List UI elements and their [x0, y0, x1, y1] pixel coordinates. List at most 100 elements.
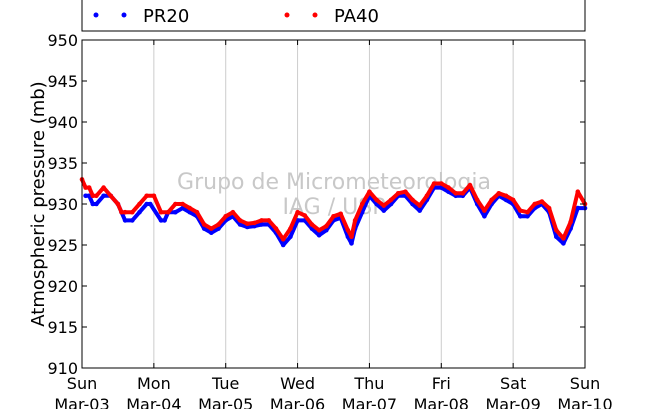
data-point-pr20 [554, 234, 559, 240]
data-point-pa40 [94, 193, 99, 199]
data-point-pa40 [187, 205, 193, 211]
data-point-pa40 [388, 197, 394, 203]
legend-marker-pa40-1 [284, 12, 290, 18]
data-point-pr20 [316, 232, 322, 238]
data-point-pr20 [280, 242, 286, 248]
data-point-pa40 [561, 236, 566, 241]
data-point-pa40 [539, 199, 545, 204]
data-point-pa40 [453, 191, 459, 196]
data-point-pa40 [518, 208, 523, 213]
x-tick-label-day: Fri [432, 374, 451, 393]
x-tick-label-day: Sun [570, 374, 600, 393]
data-point-pa40 [532, 201, 537, 207]
y-tick-label: 915 [47, 318, 78, 337]
data-point-pa40 [349, 234, 354, 240]
data-point-pa40 [151, 193, 157, 199]
data-point-pa40 [223, 214, 228, 219]
legend-marker-pr20-2 [121, 12, 127, 18]
data-point-pa40 [209, 226, 214, 231]
data-point-pa40 [86, 185, 92, 190]
y-tick-label: 920 [47, 277, 78, 296]
x-tick-label-day: Mon [137, 374, 171, 393]
data-point-pa40 [467, 182, 473, 188]
legend-marker-pa40-2 [312, 12, 318, 18]
data-point-pa40 [417, 203, 423, 208]
data-point-pa40 [489, 197, 494, 203]
data-point-pr20 [417, 208, 423, 213]
x-tick-label-date: Mar-08 [414, 395, 469, 409]
y-tick-label: 940 [47, 113, 78, 132]
data-point-pa40 [359, 201, 365, 207]
data-point-pr20 [94, 201, 99, 207]
data-point-pa40 [510, 197, 516, 203]
x-axis: Sun Mar-03 Mon Mar-04 Tue Mar-05 Wed Mar-06 Thu M… [54, 40, 613, 409]
data-point-pa40 [230, 209, 236, 215]
data-point-pa40 [302, 213, 308, 218]
data-point-pa40 [108, 193, 113, 199]
data-point-pa40 [381, 203, 387, 208]
data-point-pa40 [158, 209, 164, 215]
data-point-pa40 [554, 227, 559, 233]
data-point-pr20 [525, 214, 530, 219]
data-point-pr20 [122, 218, 128, 223]
data-point-pa40 [201, 222, 207, 227]
data-point-pr20 [137, 209, 142, 215]
data-point-pa40 [324, 223, 329, 229]
legend-label-pa40: PA40 [334, 6, 379, 27]
y-tick-label: 945 [47, 72, 78, 91]
data-point-pa40 [431, 181, 437, 186]
x-tick-label-day: Wed [280, 374, 315, 393]
data-point-pa40 [352, 218, 358, 223]
data-point-pa40 [403, 189, 408, 194]
data-point-pa40 [496, 191, 502, 196]
data-point-pr20 [209, 230, 214, 235]
data-point-pa40 [295, 209, 300, 215]
data-point-pa40 [273, 226, 279, 231]
data-point-pa40 [331, 214, 336, 219]
watermark: Grupo de Micrometeorologia IAG / USP [177, 170, 491, 220]
y-tick-label: 910 [47, 359, 78, 378]
data-point-pa40 [180, 201, 185, 207]
data-point-pr20 [144, 201, 149, 207]
x-tick-label-date: Mar-03 [54, 395, 109, 409]
data-point-pa40 [288, 226, 293, 231]
data-point-pr20 [482, 214, 487, 219]
data-point-pa40 [309, 222, 315, 227]
data-point-pr20 [90, 201, 96, 207]
data-point-pa40 [439, 181, 444, 186]
data-point-pa40 [144, 193, 149, 199]
x-tick-label-day: Sat [500, 374, 526, 393]
data-point-pa40 [101, 185, 106, 190]
y-tick-label: 930 [47, 195, 78, 214]
series-pa40 [79, 177, 588, 242]
data-point-pr20 [349, 241, 354, 246]
data-point-pr20 [575, 205, 581, 211]
data-point-pa40 [194, 209, 200, 215]
data-point-pa40 [503, 193, 509, 199]
data-point-pa40 [237, 218, 243, 223]
data-point-pr20 [130, 218, 135, 223]
data-point-pa40 [446, 185, 451, 190]
data-point-pa40 [83, 185, 88, 190]
x-tick-label-day: Thu [353, 374, 384, 393]
data-point-pa40 [410, 197, 415, 203]
x-tick-label-date: Mar-07 [342, 395, 397, 409]
data-point-pa40 [568, 219, 573, 225]
data-point-pa40 [474, 197, 480, 203]
data-point-pa40 [374, 197, 379, 203]
x-tick-label-date: Mar-04 [126, 395, 181, 409]
data-point-pa40 [546, 205, 552, 211]
x-tick-label-date: Mar-09 [485, 395, 540, 409]
data-point-pa40 [137, 201, 142, 207]
legend: PR20 PA40 [81, 0, 586, 32]
data-point-pa40 [367, 189, 372, 194]
data-point-pr20 [561, 241, 566, 246]
data-point-pr20 [518, 214, 523, 219]
y-tick-label: 950 [47, 31, 78, 50]
data-point-pa40 [130, 209, 135, 215]
legend-frame [81, 0, 586, 32]
series-layer [79, 177, 588, 248]
data-point-pa40 [119, 209, 124, 215]
data-point-pr20 [162, 218, 167, 223]
data-point-pr20 [101, 193, 106, 199]
